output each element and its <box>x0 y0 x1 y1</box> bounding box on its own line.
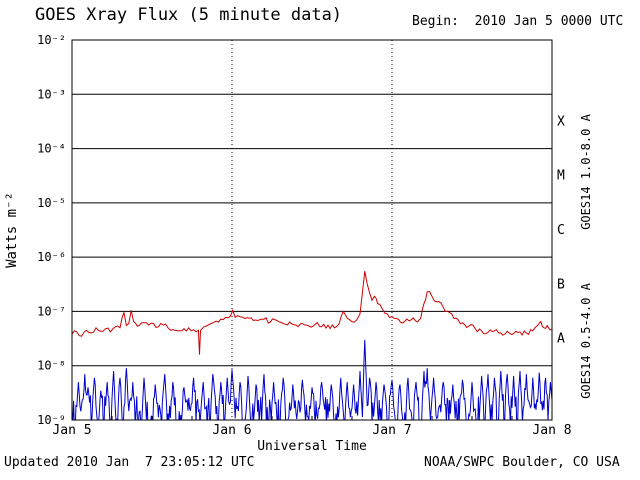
y-tick-label: 10⁻³ <box>37 87 66 101</box>
series-label-goes14-long: GOES14 1.0-8.0 A <box>579 113 593 229</box>
y-tick-label: 10⁻⁷ <box>37 304 66 318</box>
y-axis-tick-labels: 10⁻² 10⁻³ 10⁻⁴ 10⁻⁵ 10⁻⁶ 10⁻⁷ 10⁻⁸ 10⁻⁹ <box>37 33 66 427</box>
y-tick-label: 10⁻² <box>37 33 66 47</box>
plot-frame <box>71 39 553 421</box>
y-axis-title: Watts m⁻² <box>4 192 20 268</box>
x-tick-label: Jan 7 <box>372 423 411 438</box>
y-tick-label: 10⁻⁹ <box>37 413 66 427</box>
flare-class-letter: M <box>557 169 565 184</box>
begin-label: Begin: 2010 Jan 5 0000 UTC <box>412 14 623 29</box>
series-line-goes14-short <box>72 339 552 420</box>
y-tick-label: 10⁻⁴ <box>37 142 66 156</box>
y-tick-label: 10⁻⁶ <box>37 250 66 264</box>
chart-title: GOES Xray Flux (5 minute data) <box>35 5 342 25</box>
series-line-goes14-long <box>72 271 552 355</box>
y-tick-label: 10⁻⁵ <box>37 196 66 210</box>
x-tick-label: Jan 6 <box>212 423 251 438</box>
x-tick-label: Jan 5 <box>52 423 91 438</box>
x-tick-label: Jan 8 <box>532 423 571 438</box>
y-tick-label: 10⁻⁸ <box>37 359 66 373</box>
x-axis-title: Universal Time <box>257 439 367 454</box>
source-label: NOAA/SWPC Boulder, CO USA <box>424 455 620 470</box>
data-series <box>72 271 552 420</box>
gridlines <box>72 40 552 420</box>
x-axis-tick-labels: Jan 5 Jan 6 Jan 7 Jan 8 <box>52 423 571 438</box>
flare-class-letter: C <box>557 223 565 238</box>
flare-class-letters: X M C B A <box>557 114 565 346</box>
series-label-goes14-short: GOES14 0.5-4.0 A <box>579 282 593 398</box>
flare-class-letter: X <box>557 114 565 129</box>
flare-class-letter: A <box>557 332 565 347</box>
updated-label: Updated 2010 Jan 7 23:05:12 UTC <box>4 455 254 470</box>
axis-ticks <box>111 416 513 420</box>
flare-class-letter: B <box>557 277 565 292</box>
